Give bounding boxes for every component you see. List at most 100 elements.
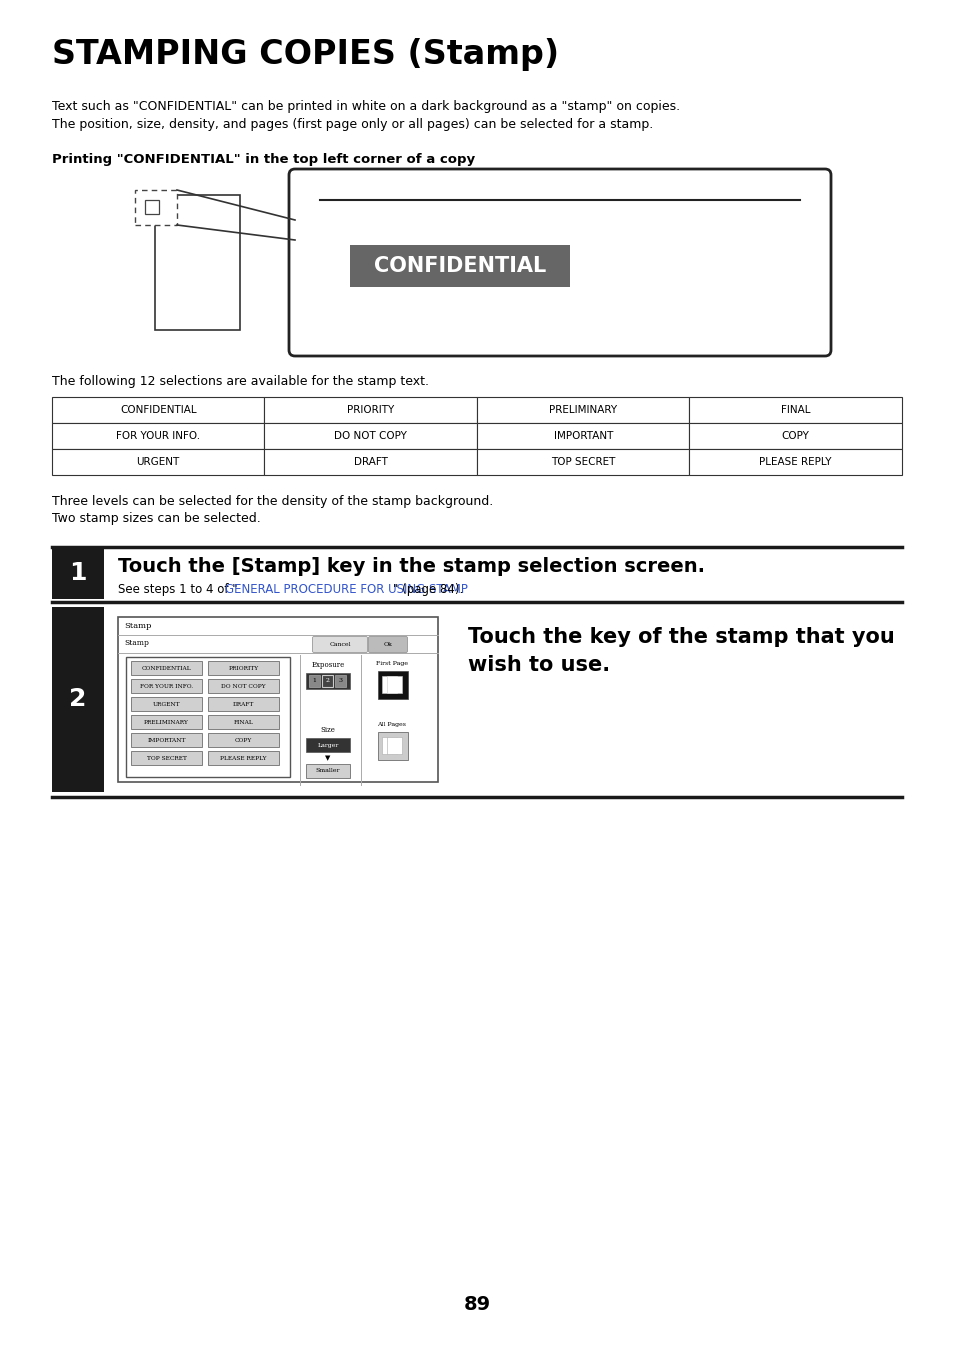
- Bar: [306, 765, 350, 778]
- Bar: [350, 245, 569, 286]
- Text: See steps 1 to 4 of ": See steps 1 to 4 of ": [118, 584, 237, 596]
- Text: All Pages: All Pages: [377, 721, 406, 727]
- Text: Two stamp sizes can be selected.: Two stamp sizes can be selected.: [52, 512, 260, 526]
- Text: GENERAL PROCEDURE FOR USING STAMP: GENERAL PROCEDURE FOR USING STAMP: [225, 584, 468, 596]
- Text: URGENT: URGENT: [152, 701, 180, 707]
- Bar: [126, 657, 290, 777]
- Text: Ok: Ok: [383, 642, 392, 647]
- Text: 1: 1: [70, 561, 87, 585]
- Text: URGENT: URGENT: [136, 457, 180, 467]
- Bar: [381, 738, 396, 754]
- Bar: [131, 751, 202, 765]
- Bar: [131, 661, 202, 676]
- Bar: [377, 671, 408, 698]
- Bar: [335, 676, 346, 688]
- Bar: [476, 397, 689, 423]
- FancyBboxPatch shape: [313, 636, 367, 653]
- Text: 1: 1: [313, 678, 316, 684]
- Text: DRAFT: DRAFT: [354, 457, 387, 467]
- Text: DO NOT COPY: DO NOT COPY: [221, 684, 266, 689]
- Text: 2: 2: [70, 688, 87, 712]
- Text: PRELIMINARY: PRELIMINARY: [144, 720, 189, 724]
- Text: Touch the [Stamp] key in the stamp selection screen.: Touch the [Stamp] key in the stamp selec…: [118, 557, 704, 576]
- Text: Larger: Larger: [317, 743, 338, 747]
- FancyBboxPatch shape: [289, 169, 830, 357]
- Text: COPY: COPY: [234, 738, 252, 743]
- Text: Exposure: Exposure: [311, 661, 344, 669]
- FancyBboxPatch shape: [368, 636, 407, 653]
- Bar: [131, 680, 202, 693]
- Bar: [309, 676, 319, 688]
- Text: Smaller: Smaller: [315, 769, 340, 774]
- Text: PLEASE REPLY: PLEASE REPLY: [759, 457, 831, 467]
- Bar: [52, 607, 104, 792]
- Text: PRIORITY: PRIORITY: [228, 666, 258, 670]
- Text: 89: 89: [463, 1296, 490, 1315]
- Bar: [306, 738, 350, 753]
- Bar: [381, 676, 396, 693]
- Bar: [377, 732, 408, 761]
- Bar: [208, 751, 278, 765]
- Bar: [131, 715, 202, 730]
- Bar: [145, 200, 159, 213]
- Text: The position, size, density, and pages (first page only or all pages) can be sel: The position, size, density, and pages (…: [52, 118, 653, 131]
- Text: First Page: First Page: [375, 661, 408, 666]
- Text: Touch the key of the stamp that you
wish to use.: Touch the key of the stamp that you wish…: [468, 627, 894, 676]
- Bar: [52, 397, 264, 423]
- Bar: [689, 423, 901, 449]
- Bar: [208, 697, 278, 711]
- Text: DRAFT: DRAFT: [233, 701, 253, 707]
- Text: Text such as "CONFIDENTIAL" can be printed in white on a dark background as a "s: Text such as "CONFIDENTIAL" can be print…: [52, 100, 679, 113]
- Bar: [208, 680, 278, 693]
- Bar: [264, 423, 476, 449]
- Bar: [689, 449, 901, 476]
- Bar: [131, 697, 202, 711]
- Text: PLEASE REPLY: PLEASE REPLY: [220, 755, 267, 761]
- Bar: [476, 449, 689, 476]
- Text: CONFIDENTIAL: CONFIDENTIAL: [120, 405, 196, 415]
- Text: Printing "CONFIDENTIAL" in the top left corner of a copy: Printing "CONFIDENTIAL" in the top left …: [52, 153, 475, 166]
- Text: TOP SECRET: TOP SECRET: [147, 755, 186, 761]
- Text: DO NOT COPY: DO NOT COPY: [334, 431, 407, 440]
- Text: PRIORITY: PRIORITY: [347, 405, 394, 415]
- Text: FINAL: FINAL: [233, 720, 253, 724]
- Bar: [476, 423, 689, 449]
- Text: 2: 2: [325, 678, 329, 684]
- Text: FINAL: FINAL: [781, 405, 810, 415]
- Bar: [135, 190, 177, 226]
- Text: Stamp: Stamp: [124, 639, 149, 647]
- Text: STAMPING COPIES (Stamp): STAMPING COPIES (Stamp): [52, 38, 558, 72]
- Text: PRELIMINARY: PRELIMINARY: [549, 405, 617, 415]
- Text: Size: Size: [320, 725, 335, 734]
- Bar: [264, 397, 476, 423]
- Text: " (page 84).: " (page 84).: [393, 584, 463, 596]
- Text: Three levels can be selected for the density of the stamp background.: Three levels can be selected for the den…: [52, 494, 493, 508]
- Bar: [322, 676, 333, 688]
- Bar: [208, 734, 278, 747]
- Bar: [689, 397, 901, 423]
- Bar: [154, 195, 240, 330]
- Text: 3: 3: [338, 678, 342, 684]
- Text: ▼: ▼: [325, 755, 331, 761]
- Bar: [52, 423, 264, 449]
- Text: CONFIDENTIAL: CONFIDENTIAL: [374, 255, 545, 276]
- Bar: [387, 676, 401, 693]
- Text: CONFIDENTIAL: CONFIDENTIAL: [142, 666, 192, 670]
- Bar: [52, 547, 104, 598]
- Text: TOP SECRET: TOP SECRET: [551, 457, 615, 467]
- Bar: [387, 738, 401, 754]
- Text: FOR YOUR INFO.: FOR YOUR INFO.: [116, 431, 200, 440]
- Text: IMPORTANT: IMPORTANT: [553, 431, 612, 440]
- Text: FOR YOUR INFO.: FOR YOUR INFO.: [140, 684, 193, 689]
- Bar: [208, 661, 278, 676]
- Bar: [208, 715, 278, 730]
- Bar: [131, 734, 202, 747]
- Text: Cancel: Cancel: [329, 642, 351, 647]
- Text: Stamp: Stamp: [124, 621, 152, 630]
- Text: COPY: COPY: [781, 431, 809, 440]
- Text: IMPORTANT: IMPORTANT: [147, 738, 186, 743]
- Bar: [52, 449, 264, 476]
- Bar: [264, 449, 476, 476]
- Bar: [118, 617, 437, 782]
- Bar: [306, 673, 350, 689]
